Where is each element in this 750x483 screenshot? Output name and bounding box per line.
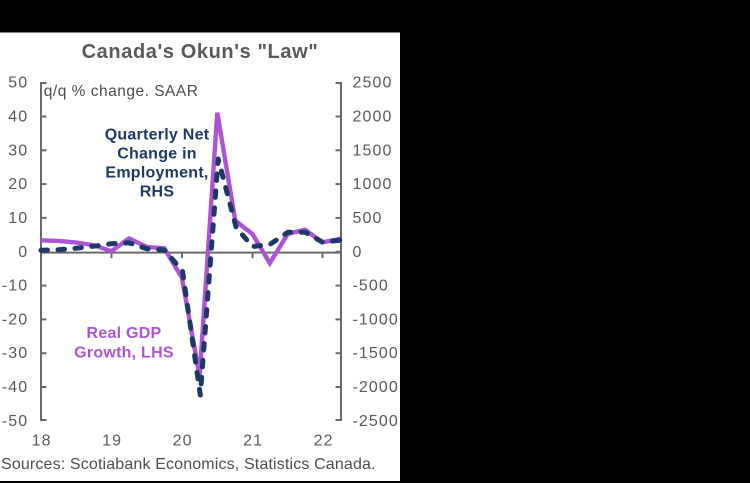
svg-text:-30: -30	[2, 345, 28, 362]
svg-text:1000: 1000	[353, 176, 393, 193]
svg-text:Real GDP: Real GDP	[87, 325, 162, 342]
svg-text:Change in: Change in	[117, 146, 197, 163]
svg-text:-50: -50	[2, 413, 28, 430]
svg-text:500: 500	[353, 210, 383, 227]
svg-text:1500: 1500	[353, 142, 393, 159]
svg-text:20: 20	[8, 176, 28, 193]
svg-text:19: 19	[102, 433, 122, 450]
svg-text:20: 20	[173, 433, 193, 450]
svg-text:50: 50	[8, 75, 28, 92]
svg-text:-2500: -2500	[353, 413, 399, 430]
svg-text:10: 10	[8, 210, 28, 227]
svg-text:RHS: RHS	[140, 184, 175, 201]
svg-text:Canada's Okun's "Law": Canada's Okun's "Law"	[82, 41, 319, 63]
svg-text:40: 40	[8, 109, 28, 126]
svg-text:-500: -500	[353, 278, 389, 295]
svg-text:Sources: Scotiabank Economics,: Sources: Scotiabank Economics, Statistic…	[1, 456, 376, 473]
svg-text:21: 21	[243, 433, 263, 450]
svg-text:-10: -10	[2, 278, 28, 295]
svg-text:-1500: -1500	[353, 345, 399, 362]
svg-text:2500: 2500	[353, 75, 393, 92]
svg-text:0: 0	[353, 244, 363, 261]
svg-text:-2000: -2000	[353, 379, 399, 396]
svg-text:-20: -20	[2, 311, 28, 328]
svg-text:18: 18	[32, 433, 52, 450]
svg-text:2000: 2000	[353, 109, 393, 126]
svg-text:Growth, LHS: Growth, LHS	[74, 345, 174, 362]
svg-text:-1000: -1000	[353, 311, 399, 328]
svg-text:Quarterly Net: Quarterly Net	[105, 127, 210, 144]
svg-text:q/q % change. SAAR: q/q % change. SAAR	[44, 83, 199, 100]
svg-text:22: 22	[314, 433, 334, 450]
svg-text:0: 0	[18, 244, 28, 261]
svg-text:-40: -40	[2, 379, 28, 396]
svg-text:30: 30	[8, 142, 28, 159]
svg-text:Employment,: Employment,	[105, 165, 208, 182]
